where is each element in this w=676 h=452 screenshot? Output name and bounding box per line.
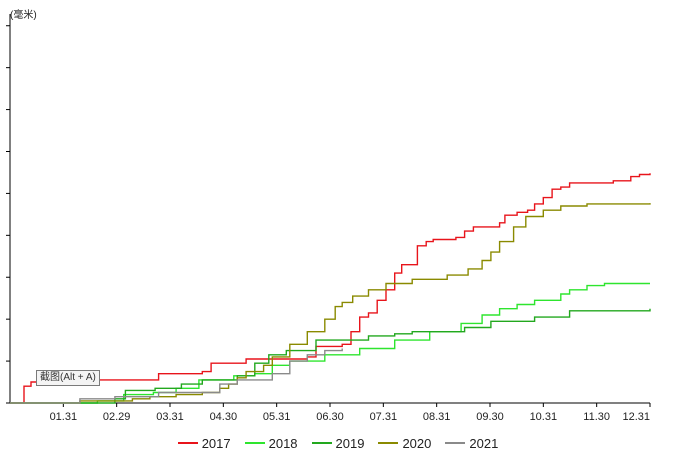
x-tick-label: 11.30 (583, 411, 610, 423)
series-line-2020 (10, 203, 651, 404)
legend-label: 2021 (469, 435, 499, 451)
x-tick-label: 09.30 (476, 411, 504, 423)
x-tick-label: 12.31 (622, 411, 650, 423)
x-tick-label: 08.31 (423, 411, 451, 423)
x-tick-label: 01.31 (50, 411, 78, 423)
legend-swatch (378, 442, 399, 444)
x-tick-label: 07.31 (370, 411, 398, 423)
legend-swatch (177, 442, 198, 444)
legend-label: 2020 (402, 435, 432, 451)
x-tick-label: 10.31 (530, 411, 558, 423)
legend-label: 2017 (201, 435, 231, 451)
screenshot-tooltip: 截图(Alt + A) (36, 370, 100, 386)
legend-swatch (311, 442, 332, 444)
x-tick-label: 02.29 (103, 411, 131, 423)
series-line-2017 (10, 173, 651, 404)
y-ticks (6, 25, 10, 404)
legend-item-2018: 2018 (244, 435, 298, 451)
legend-swatch (244, 442, 265, 444)
series-line-2018 (10, 282, 650, 404)
x-tick-label: 05.31 (263, 411, 291, 423)
unit-label: (毫米) (10, 8, 37, 21)
series-group (10, 173, 651, 404)
series-line-2019 (10, 308, 651, 404)
x-tick-label: 04.30 (210, 411, 238, 423)
legend-label: 2019 (335, 435, 365, 451)
legend: 2017 2018 2019 2020 2021 (0, 434, 676, 452)
x-ticks: 01.31 02.29 03.31 04.30 05.31 06.30 07.31 08.31… (50, 403, 651, 423)
x-tick-label: 06.30 (316, 411, 344, 423)
legend-swatch (445, 442, 466, 444)
legend-label: 2018 (268, 435, 298, 451)
legend-item-2019: 2019 (311, 435, 365, 451)
series-line-2021 (10, 348, 343, 404)
legend-item-2021: 2021 (445, 436, 498, 451)
x-tick-label: 03.31 (156, 411, 184, 423)
legend-item-2020: 2020 (378, 436, 431, 451)
line-chart: (毫米) 01.31 02.29 03.31 04.30 05.31 06.30 07.31… (6, 8, 651, 423)
legend-item-2017: 2017 (177, 435, 231, 451)
